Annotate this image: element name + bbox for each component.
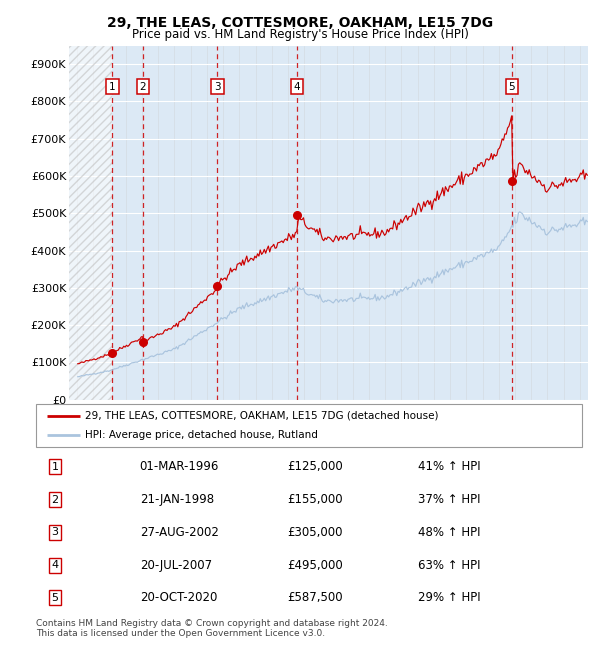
Bar [69,46,112,400]
Text: 29% ↑ HPI: 29% ↑ HPI [418,592,481,604]
Text: Contains HM Land Registry data © Crown copyright and database right 2024.
This d: Contains HM Land Registry data © Crown c… [36,619,388,638]
Text: 21-JAN-1998: 21-JAN-1998 [140,493,214,506]
Text: £305,000: £305,000 [287,526,343,539]
Text: 20-JUL-2007: 20-JUL-2007 [140,558,212,571]
Text: £125,000: £125,000 [287,460,343,473]
Text: 63% ↑ HPI: 63% ↑ HPI [418,558,481,571]
Text: 29, THE LEAS, COTTESMORE, OAKHAM, LE15 7DG (detached house): 29, THE LEAS, COTTESMORE, OAKHAM, LE15 7… [85,411,439,421]
Text: 37% ↑ HPI: 37% ↑ HPI [418,493,481,506]
Text: 2: 2 [140,81,146,92]
Text: £587,500: £587,500 [287,592,343,604]
Text: 20-OCT-2020: 20-OCT-2020 [140,592,217,604]
Text: 3: 3 [214,81,221,92]
Text: 29, THE LEAS, COTTESMORE, OAKHAM, LE15 7DG: 29, THE LEAS, COTTESMORE, OAKHAM, LE15 7… [107,16,493,31]
Text: 4: 4 [52,560,59,570]
Text: Price paid vs. HM Land Registry's House Price Index (HPI): Price paid vs. HM Land Registry's House … [131,28,469,41]
Text: £495,000: £495,000 [287,558,343,571]
Text: 48% ↑ HPI: 48% ↑ HPI [418,526,481,539]
Text: 41% ↑ HPI: 41% ↑ HPI [418,460,481,473]
Text: 1: 1 [109,81,116,92]
Text: 27-AUG-2002: 27-AUG-2002 [140,526,218,539]
Text: 1: 1 [52,462,59,472]
Text: 01-MAR-1996: 01-MAR-1996 [140,460,219,473]
Text: 5: 5 [52,593,59,603]
Text: 5: 5 [508,81,515,92]
Text: 4: 4 [293,81,300,92]
Text: HPI: Average price, detached house, Rutland: HPI: Average price, detached house, Rutl… [85,430,318,440]
Text: £155,000: £155,000 [287,493,343,506]
Text: 3: 3 [52,527,59,538]
Text: 2: 2 [52,495,59,504]
